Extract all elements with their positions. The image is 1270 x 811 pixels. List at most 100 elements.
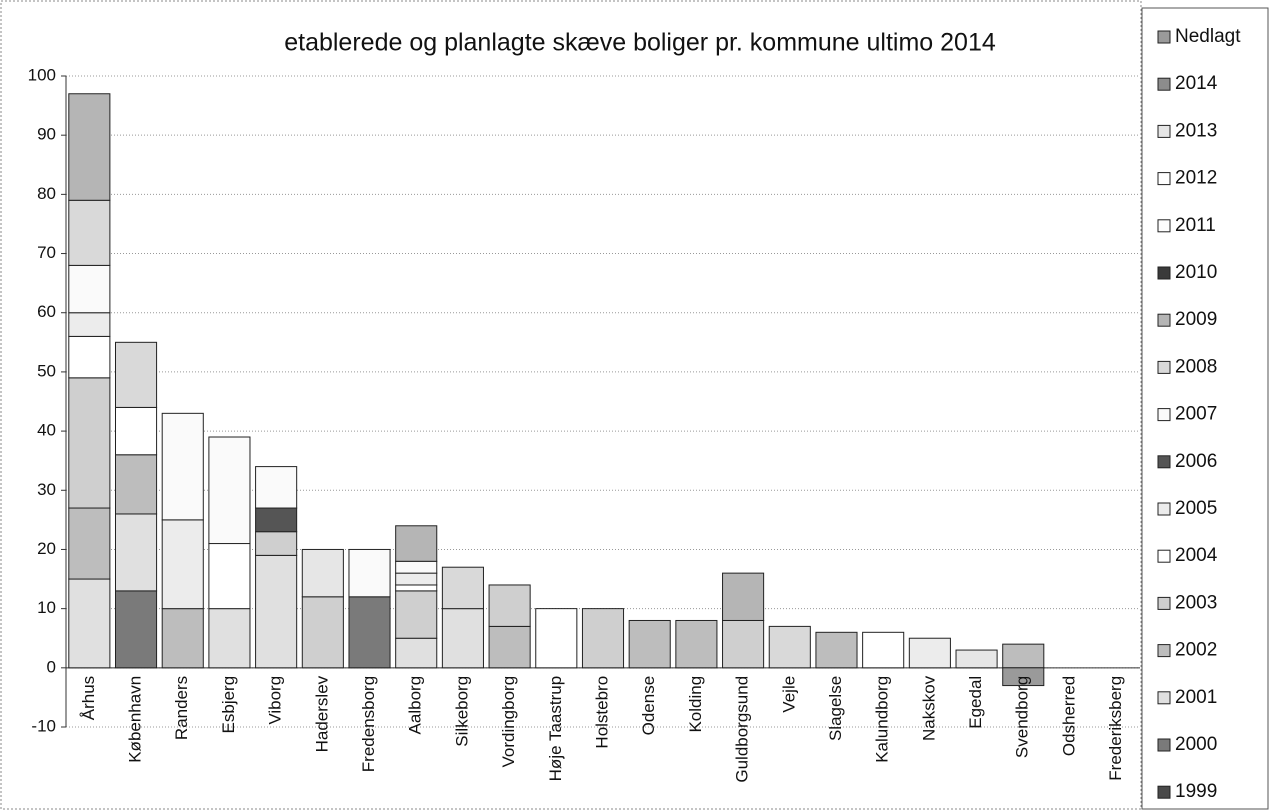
legend-label: 2012 — [1175, 168, 1217, 189]
bar-segment — [395, 560, 438, 574]
bar-segment — [161, 608, 204, 669]
bar-segment — [581, 608, 625, 669]
legend-label: 2002 — [1175, 640, 1217, 661]
bar-segment — [722, 572, 765, 621]
x-tick-label: Frederiksberg — [1106, 676, 1125, 781]
x-tick-label: Holstebro — [592, 676, 611, 749]
legend-swatch — [1157, 596, 1171, 610]
legend-label: 2000 — [1175, 734, 1217, 755]
bar-segment — [908, 637, 951, 669]
bar-segment — [722, 619, 765, 669]
bar-segment — [395, 525, 438, 562]
legend-label: 2014 — [1175, 73, 1218, 94]
bar-segment — [161, 412, 204, 521]
bar-segment — [768, 625, 811, 669]
bar-segment — [441, 566, 484, 610]
x-tick-label: Århus — [79, 676, 98, 720]
x-tick-label: Guldborgsund — [733, 676, 752, 783]
legend-swatch — [1157, 785, 1171, 799]
legend-swatch — [1157, 172, 1171, 186]
legend-label: 2004 — [1175, 545, 1218, 566]
bar-segment — [114, 513, 158, 592]
legend-swatch — [1157, 738, 1171, 752]
x-tick-label: Viborg — [266, 676, 285, 725]
legend-label: 1999 — [1175, 781, 1217, 802]
x-tick-label: Haderslev — [312, 675, 331, 752]
bar-segment — [955, 649, 998, 669]
x-tick-label: Kolding — [686, 676, 705, 733]
bar-segment — [301, 596, 344, 669]
legend-label: 2006 — [1175, 451, 1217, 472]
bar-segment — [1002, 667, 1045, 687]
bar-segment — [68, 199, 111, 266]
legend-swatch — [1157, 644, 1171, 658]
legend-label: 2010 — [1175, 262, 1217, 283]
bar-segment — [255, 507, 298, 533]
bar-segment — [395, 590, 438, 639]
bar-segment — [395, 584, 438, 592]
bar-segment — [114, 590, 158, 669]
y-tick-label: 90 — [37, 125, 56, 144]
y-tick-label: 0 — [47, 657, 56, 676]
x-tick-label: Nakskov — [919, 675, 938, 741]
y-tick-label: 60 — [37, 302, 56, 321]
bar-segment — [68, 507, 111, 580]
bar-segment — [68, 578, 111, 669]
chart-title: etablerede og planlagte skæve boliger pr… — [284, 29, 996, 57]
legend-swatch — [1157, 549, 1171, 563]
legend-label: 2003 — [1175, 592, 1217, 613]
bar-segment — [488, 625, 531, 669]
legend-label: 2013 — [1175, 120, 1217, 141]
bar-segment — [441, 608, 484, 669]
bar-segment — [208, 543, 251, 610]
bar-segment — [114, 341, 158, 408]
bar-segment — [208, 436, 251, 545]
x-tick-label: Aalborg — [406, 676, 425, 735]
x-tick-label: Høje Taastrup — [546, 676, 565, 782]
bar-segment — [675, 619, 718, 669]
bar-segment — [1002, 643, 1045, 669]
bar-segment — [395, 637, 438, 669]
legend-label: 2001 — [1175, 687, 1217, 708]
x-tick-label: Kalundborg — [873, 676, 892, 763]
x-tick-label: Randers — [172, 676, 191, 740]
bar-segment — [488, 584, 531, 627]
legend-swatch — [1157, 77, 1171, 91]
bar-segment — [395, 572, 438, 586]
x-tick-label: Fredensborg — [359, 676, 378, 772]
x-tick-label: Odsherred — [1059, 676, 1078, 756]
bar-segment — [535, 608, 578, 669]
x-tick-label: Vordingborg — [499, 676, 518, 768]
bar-segment — [348, 548, 391, 598]
chart-border — [0, 0, 1142, 810]
x-tick-label: Silkeborg — [452, 676, 471, 747]
legend-swatch — [1157, 219, 1171, 233]
legend-label: 2011 — [1175, 215, 1216, 236]
bar-segment — [815, 631, 858, 669]
bar-segment — [208, 608, 251, 669]
legend-swatch — [1157, 502, 1171, 516]
bar-segment — [301, 548, 344, 598]
y-tick-label: 30 — [37, 480, 56, 499]
bar-segment — [161, 519, 204, 610]
legend-swatch — [1157, 30, 1171, 44]
y-tick-label: 100 — [28, 65, 56, 84]
legend-swatch — [1157, 124, 1171, 138]
bar-segment — [114, 406, 158, 456]
legend-label: 2005 — [1175, 498, 1217, 519]
y-tick-label: -10 — [31, 716, 56, 735]
bar-segment — [255, 554, 298, 669]
y-tick-label: 10 — [37, 598, 56, 617]
y-tick-label: 20 — [37, 539, 56, 558]
legend-label: Nedlagt — [1175, 26, 1241, 47]
legend-label: 2007 — [1175, 404, 1217, 425]
bar-segment — [255, 531, 298, 556]
y-tick-label: 70 — [37, 243, 56, 262]
x-tick-label: Vejle — [779, 676, 798, 713]
x-tick-label: Slagelse — [826, 676, 845, 741]
bar-segment — [862, 631, 905, 669]
legend-label: 2008 — [1175, 356, 1217, 377]
legend-swatch — [1157, 691, 1171, 705]
legend-swatch — [1157, 313, 1171, 327]
